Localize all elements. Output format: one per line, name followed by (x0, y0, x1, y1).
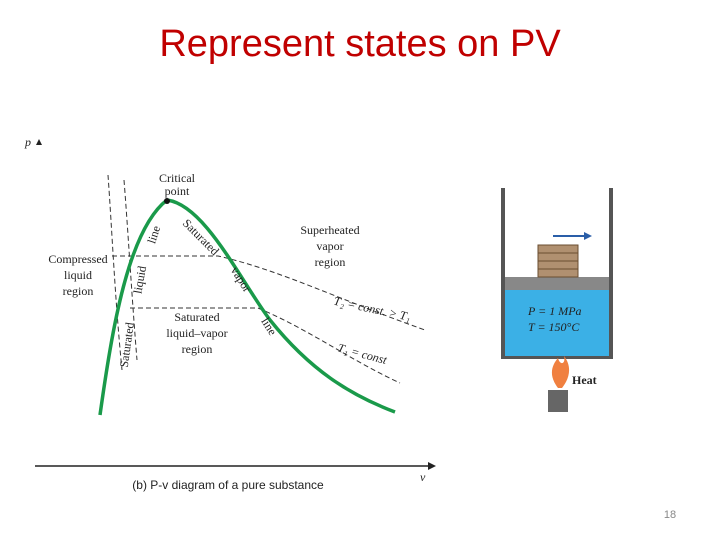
pressure-label: P = 1 MPa (527, 304, 582, 318)
burner (548, 390, 568, 412)
page-number: 18 (664, 509, 676, 521)
sat-liquid-label: liquid (130, 265, 149, 295)
temperature-label: T = 150°C (528, 320, 580, 334)
region-label: Superheated (300, 223, 359, 237)
dashed-line (123, 179, 138, 361)
critical-label: point (165, 184, 190, 198)
piston-cylinder: P = 1 MPa T = 150°C Heat (501, 188, 613, 412)
isotherm-label: T₁ = const (336, 341, 389, 368)
region-label: vapor (316, 239, 343, 253)
region-label: liquid (64, 268, 92, 282)
piston (505, 277, 609, 290)
x-arrow (428, 462, 436, 470)
sat-liquid-label: line (144, 224, 163, 245)
pv-diagram: p v (b) P-v diagram of a pure substance … (24, 135, 436, 492)
region-label: liquid–vapor (166, 326, 227, 340)
fluid (505, 290, 609, 356)
heat-label: Heat (572, 373, 597, 387)
region-label: Compressed (48, 252, 107, 266)
flame (551, 356, 570, 388)
x-axis-label: v (420, 470, 426, 484)
arrow-head (584, 232, 592, 240)
slide-title: Represent states on PV (159, 23, 561, 65)
critical-point (164, 198, 170, 204)
isotherm-t2 (112, 255, 426, 331)
region-label: region (315, 255, 346, 269)
y-axis-label: p (24, 135, 31, 149)
region-label: Saturated (174, 310, 219, 324)
critical-label: Critical (159, 171, 196, 185)
dashed-line (107, 174, 123, 371)
region-label: region (182, 342, 213, 356)
isotherm-label: T₂ = const. > T₁ (333, 294, 412, 324)
saturation-dome (98, 198, 396, 416)
sat-liquid-label: Saturated (117, 321, 137, 368)
y-arrow (36, 139, 42, 145)
sat-vapor-label: line (258, 315, 279, 338)
region-label: region (63, 284, 94, 298)
caption: (b) P-v diagram of a pure substance (132, 478, 324, 492)
